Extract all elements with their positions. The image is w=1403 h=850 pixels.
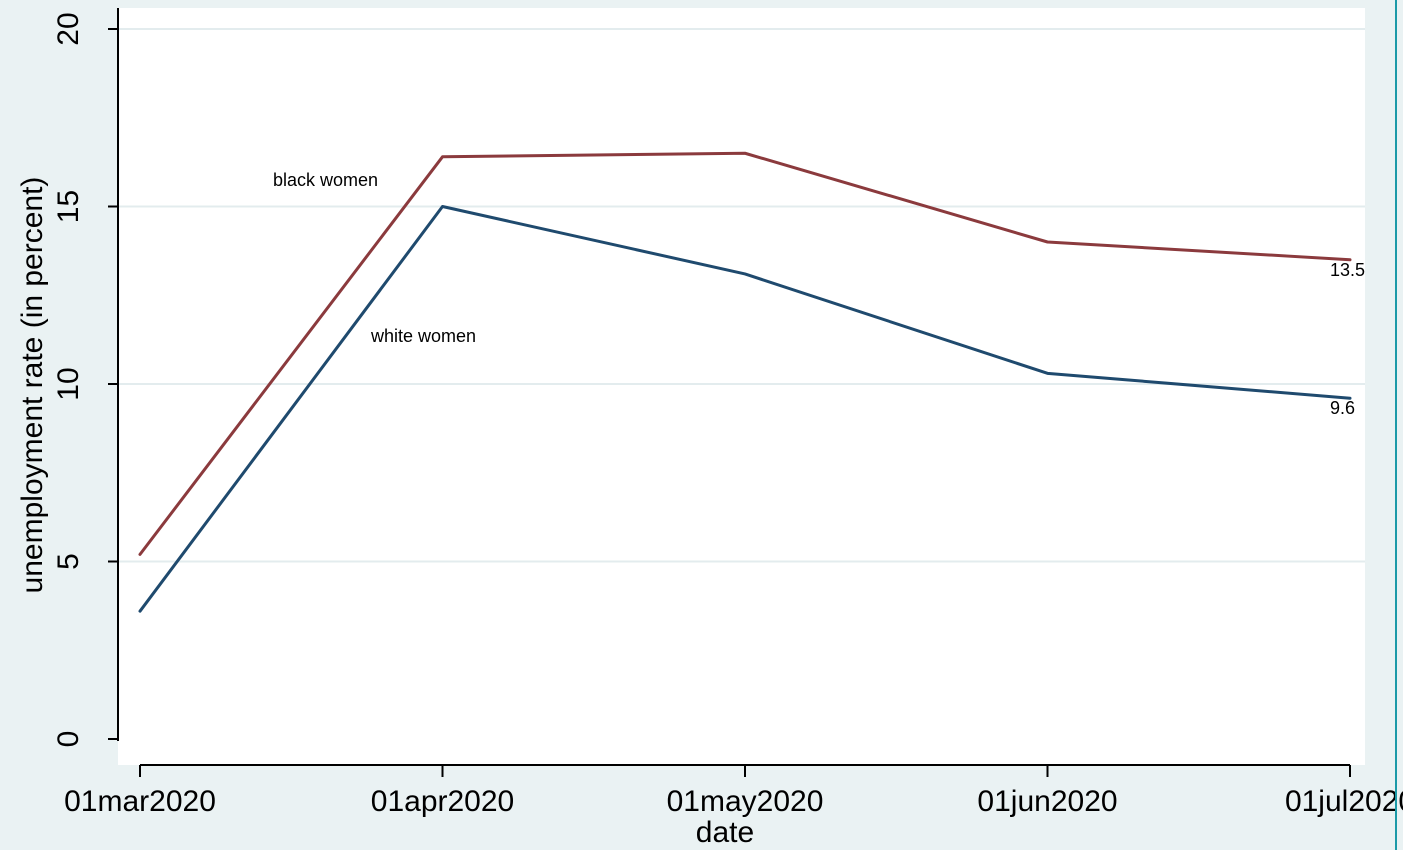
x-tick-label-4: 01jul2020: [1285, 785, 1403, 818]
series-name-label-1: white women: [370, 326, 476, 346]
x-tick-label-2: 01may2020: [667, 785, 824, 818]
series-name-label-0: black women: [273, 170, 378, 190]
grid-lines: [118, 28, 1365, 563]
x-axis-title: date: [696, 816, 754, 849]
y-tick-label-15: 15: [52, 190, 85, 223]
series-lines: [138, 151, 1352, 613]
x-tick-label-0: 01mar2020: [64, 785, 216, 818]
y-tick-label-20: 20: [52, 12, 85, 45]
y-tick-label-5: 5: [52, 553, 85, 570]
y-tick-label-0: 0: [52, 731, 85, 748]
x-tick-label-3: 01jun2020: [977, 785, 1117, 818]
x-axis-ticks: 01mar2020 01apr2020 01may2020 01jun2020 01ju…: [64, 765, 1403, 818]
plot-area: [118, 8, 1365, 765]
y-tick-label-10: 10: [52, 367, 85, 400]
y-axis-ticks: 0 5 10 15 20: [52, 12, 118, 747]
series-end-label-0: 13.5: [1330, 260, 1365, 280]
y-axis-title: unemployment rate (in percent): [16, 177, 49, 594]
series-end-label-1: 9.6: [1330, 398, 1355, 418]
annotations: black women 13.5 white women 9.6: [273, 170, 1365, 418]
x-tick-label-1: 01apr2020: [371, 785, 514, 818]
